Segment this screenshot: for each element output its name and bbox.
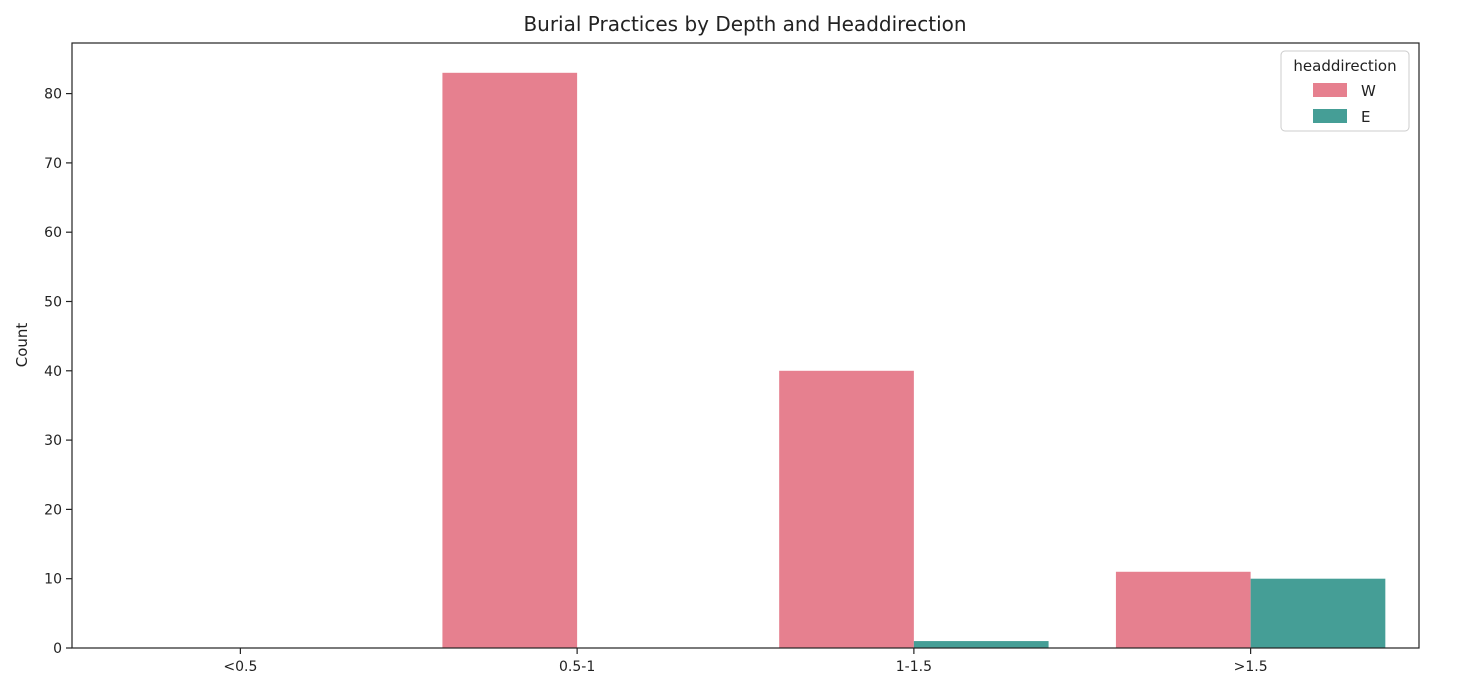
y-tick-label: 50: [44, 294, 62, 310]
y-tick-label: 10: [44, 572, 62, 588]
chart-title: Burial Practices by Depth and Headdirect…: [523, 12, 966, 36]
bar-e-2: [913, 641, 1049, 648]
y-axis-label: Count: [13, 323, 31, 368]
plot-frame: [71, 42, 1420, 649]
y-tick-label: 30: [44, 433, 62, 449]
y-tick-label: 40: [44, 364, 62, 380]
legend: headdirection WE: [1280, 50, 1410, 132]
y-tick-label: 0: [53, 641, 62, 657]
legend-title: headdirection: [1293, 57, 1396, 75]
x-tick-label: 1-1.5: [896, 659, 932, 675]
legend-label-w: W: [1361, 82, 1376, 100]
x-tick-label: >1.5: [1234, 659, 1268, 675]
y-tick-label: 60: [44, 225, 62, 241]
bar-w-3: [1115, 571, 1251, 648]
y-tick-label: 70: [44, 156, 62, 172]
x-tick-label: 0.5-1: [559, 659, 595, 675]
y-tick-label: 80: [44, 87, 62, 103]
bar-e-3: [1250, 578, 1386, 648]
bar-w-1: [442, 72, 578, 649]
legend-swatch-w: [1313, 83, 1347, 97]
legend-label-e: E: [1361, 108, 1370, 126]
bar-w-2: [779, 370, 914, 648]
axes-layer: 0 10 20 30 40 50 60 70 80 <0.5 0.5-1 1-1.5 >1.5: [44, 42, 1420, 675]
legend-swatch-e: [1313, 109, 1347, 123]
x-tick-label: <0.5: [223, 659, 257, 675]
y-tick-label: 20: [44, 502, 62, 518]
bars-layer: [442, 72, 1386, 649]
